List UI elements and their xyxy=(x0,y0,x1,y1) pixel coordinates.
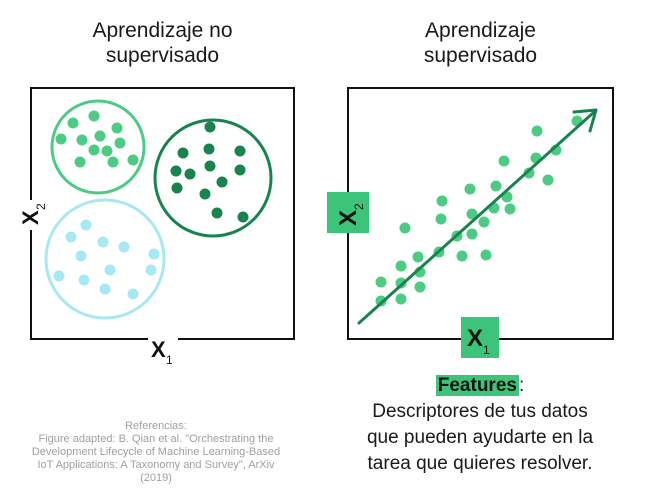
unsupervised-x-axis-label: X 1 xyxy=(148,332,178,367)
point xyxy=(101,145,113,157)
point xyxy=(234,164,246,176)
point xyxy=(104,264,116,276)
point xyxy=(99,283,111,295)
svg-text:1: 1 xyxy=(483,343,490,357)
point xyxy=(97,236,109,248)
trend-arrow xyxy=(357,108,598,325)
point xyxy=(478,216,490,228)
cluster-light-blue xyxy=(44,198,166,320)
cluster-dark-green xyxy=(153,118,273,238)
features-colon: : xyxy=(518,375,525,396)
point xyxy=(177,147,189,159)
point xyxy=(531,125,543,137)
point xyxy=(523,167,535,179)
point xyxy=(435,213,447,225)
references: Referencias: Figure adapted: B. Qian et … xyxy=(10,420,302,485)
point xyxy=(464,183,476,195)
point xyxy=(88,110,100,122)
point xyxy=(127,288,139,300)
point xyxy=(395,293,407,305)
point xyxy=(148,248,160,260)
point xyxy=(498,155,510,167)
point xyxy=(65,231,77,243)
point xyxy=(412,251,424,263)
point xyxy=(203,143,215,155)
cluster-light-green-points xyxy=(55,110,139,168)
point xyxy=(234,145,246,157)
point xyxy=(145,264,157,276)
point xyxy=(204,121,216,133)
point xyxy=(94,130,106,142)
point xyxy=(542,174,554,186)
point xyxy=(211,207,223,219)
features-caption: Features: Descriptores de tus datos que … xyxy=(330,373,630,477)
supervised-points xyxy=(375,115,583,307)
point xyxy=(114,137,126,149)
point xyxy=(118,241,130,253)
point xyxy=(199,188,211,200)
svg-text:2: 2 xyxy=(34,203,48,210)
point xyxy=(204,160,216,172)
unsupervised-y-axis-label: X 2 xyxy=(12,200,48,230)
point xyxy=(75,250,87,262)
references-heading: Referencias: xyxy=(125,420,187,432)
point xyxy=(171,182,183,194)
point xyxy=(237,211,249,223)
supervised-y-axis-label: X 2 xyxy=(327,192,369,233)
features-keyword: Features xyxy=(435,375,519,396)
cluster-light-blue-points xyxy=(53,219,160,300)
point xyxy=(184,168,196,180)
svg-text:X: X xyxy=(467,325,483,352)
point xyxy=(436,195,448,207)
point xyxy=(74,156,86,168)
point xyxy=(504,203,516,215)
supervised-panel: X 1 X 2 xyxy=(327,87,614,358)
point xyxy=(375,276,387,288)
point xyxy=(414,281,426,293)
supervised-x-axis-label: X 1 xyxy=(461,317,499,358)
point xyxy=(490,180,502,192)
point xyxy=(399,222,411,234)
point xyxy=(480,249,492,261)
unsupervised-title: Aprendizaje no supervisado xyxy=(92,19,233,67)
svg-text:1: 1 xyxy=(166,353,173,367)
svg-text:X: X xyxy=(18,210,43,225)
point xyxy=(67,117,79,129)
point xyxy=(216,176,228,188)
features-description: Descriptores de tus datos que pueden ayu… xyxy=(366,401,594,474)
svg-text:X: X xyxy=(151,337,166,362)
point xyxy=(466,208,478,220)
point xyxy=(395,277,407,289)
svg-text:2: 2 xyxy=(352,203,366,210)
point xyxy=(395,260,407,272)
supervised-title: Aprendizaje supervisado xyxy=(423,19,538,67)
unsupervised-panel: X 1 X 2 xyxy=(12,87,295,367)
point xyxy=(55,133,67,145)
point xyxy=(466,228,478,240)
point xyxy=(76,134,88,146)
point xyxy=(127,154,139,166)
cluster-light-green xyxy=(50,99,146,195)
point xyxy=(111,122,123,134)
references-body: Figure adapted: B. Qian et al. "Orchestr… xyxy=(31,433,281,484)
svg-text:X: X xyxy=(335,210,362,226)
point xyxy=(170,165,182,177)
cluster-dark-green-points xyxy=(170,121,249,223)
point xyxy=(88,144,100,156)
point xyxy=(78,274,90,286)
point xyxy=(53,270,65,282)
point xyxy=(80,219,92,231)
point xyxy=(107,156,119,168)
point xyxy=(456,250,468,262)
